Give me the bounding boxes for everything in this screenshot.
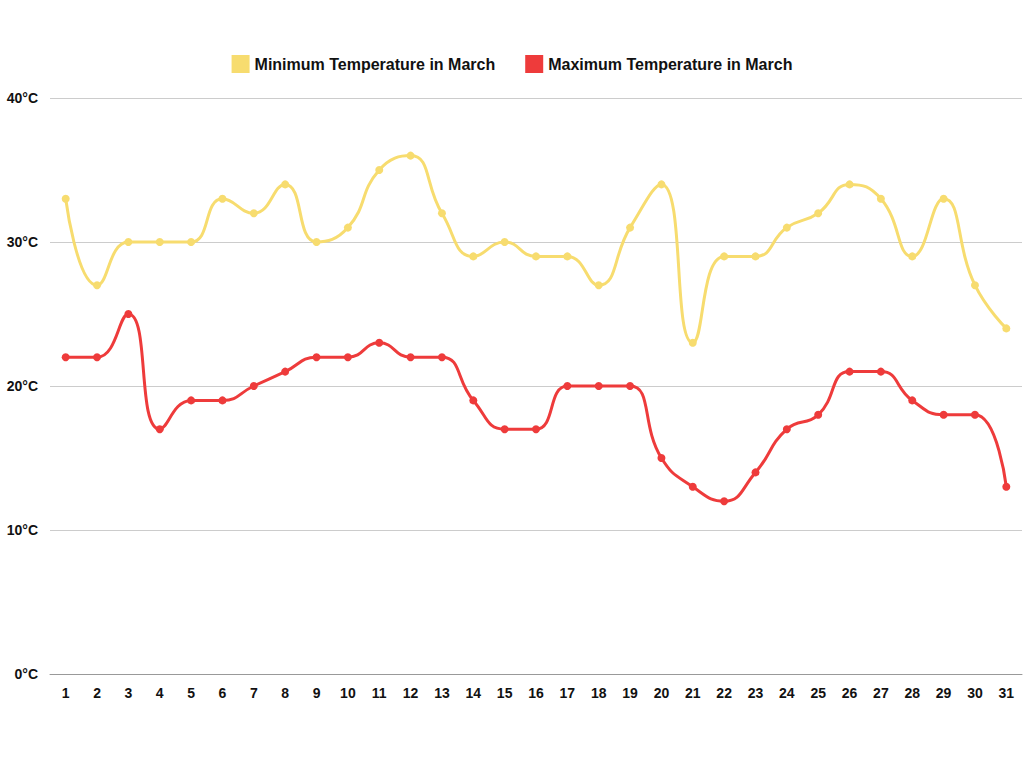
svg-text:0°C: 0°C xyxy=(15,666,39,682)
svg-text:17: 17 xyxy=(560,685,576,701)
svg-text:30: 30 xyxy=(967,685,983,701)
svg-text:12: 12 xyxy=(403,685,419,701)
svg-text:16: 16 xyxy=(528,685,544,701)
svg-text:30°C: 30°C xyxy=(7,234,38,250)
svg-text:10: 10 xyxy=(340,685,356,701)
svg-text:9: 9 xyxy=(313,685,321,701)
svg-text:25: 25 xyxy=(810,685,826,701)
svg-text:20: 20 xyxy=(654,685,670,701)
svg-text:Minimum Temperature in March: Minimum Temperature in March xyxy=(255,56,496,73)
svg-text:22: 22 xyxy=(716,685,732,701)
svg-text:24: 24 xyxy=(779,685,795,701)
svg-text:40°C: 40°C xyxy=(7,90,38,106)
svg-text:23: 23 xyxy=(748,685,764,701)
svg-text:26: 26 xyxy=(842,685,858,701)
svg-text:29: 29 xyxy=(936,685,952,701)
svg-text:10°C: 10°C xyxy=(7,522,38,538)
svg-text:15: 15 xyxy=(497,685,513,701)
svg-text:13: 13 xyxy=(434,685,450,701)
svg-text:21: 21 xyxy=(685,685,701,701)
svg-text:8: 8 xyxy=(281,685,289,701)
svg-text:20°C: 20°C xyxy=(7,378,38,394)
svg-text:7: 7 xyxy=(250,685,258,701)
svg-text:6: 6 xyxy=(219,685,227,701)
svg-text:14: 14 xyxy=(466,685,482,701)
svg-text:11: 11 xyxy=(372,685,387,701)
svg-text:2: 2 xyxy=(93,685,101,701)
svg-text:31: 31 xyxy=(999,685,1015,701)
svg-text:19: 19 xyxy=(622,685,638,701)
svg-text:3: 3 xyxy=(124,685,132,701)
svg-text:Maximum Temperature in March: Maximum Temperature in March xyxy=(548,56,792,73)
svg-text:28: 28 xyxy=(904,685,920,701)
svg-text:27: 27 xyxy=(873,685,889,701)
svg-text:4: 4 xyxy=(156,685,164,701)
svg-text:1: 1 xyxy=(62,685,70,701)
svg-text:5: 5 xyxy=(187,685,195,701)
svg-text:18: 18 xyxy=(591,685,607,701)
